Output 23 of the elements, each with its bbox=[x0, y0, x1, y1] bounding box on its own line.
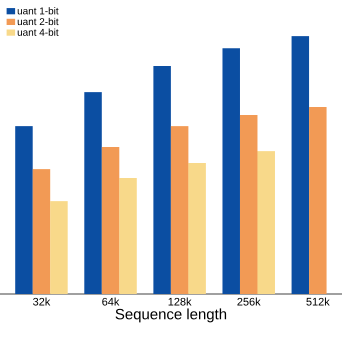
bar bbox=[50, 201, 68, 294]
x-tick-label: 512k bbox=[306, 298, 330, 306]
bar bbox=[119, 178, 137, 294]
x-axis-title: Sequence length bbox=[116, 308, 226, 322]
bar bbox=[170, 126, 188, 294]
legend-label: uant 4-bit bbox=[18, 28, 59, 36]
bar bbox=[309, 107, 327, 294]
bar bbox=[292, 36, 310, 294]
bar bbox=[102, 147, 120, 294]
bar bbox=[153, 66, 171, 294]
x-tick-label: 64k bbox=[102, 298, 120, 306]
x-tick-label: 32k bbox=[33, 298, 50, 306]
bar bbox=[240, 115, 258, 294]
x-tick-label: 256k bbox=[237, 298, 261, 306]
legend-label: uant 1-bit bbox=[18, 7, 59, 14]
legend-label: uant 2-bit bbox=[18, 18, 59, 26]
bar bbox=[32, 169, 50, 294]
bar bbox=[222, 48, 240, 294]
bar bbox=[257, 151, 275, 294]
bar bbox=[15, 126, 33, 294]
bar bbox=[84, 92, 102, 294]
bar bbox=[188, 162, 206, 294]
x-tick-label: 128k bbox=[168, 298, 192, 306]
